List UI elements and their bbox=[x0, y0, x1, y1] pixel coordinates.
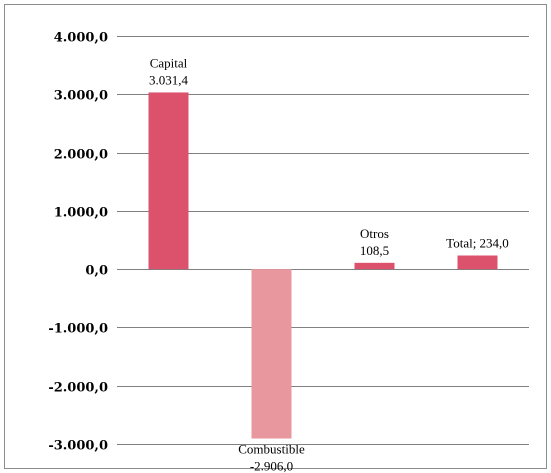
y-tick-label: 0,0 bbox=[85, 264, 108, 279]
y-tick-label: 2.000,0 bbox=[54, 148, 108, 163]
data-label: 3.031,4 bbox=[149, 72, 189, 87]
data-label: Combustible bbox=[238, 442, 305, 457]
bar-otros bbox=[354, 262, 395, 270]
data-label: 108,5 bbox=[360, 243, 389, 258]
bar-combustible bbox=[251, 269, 292, 439]
y-tick-label: 1.000,0 bbox=[54, 206, 108, 221]
data-label: Capital bbox=[150, 55, 188, 70]
data-label: -2.906,0 bbox=[250, 459, 293, 473]
y-tick-label: 3.000,0 bbox=[54, 89, 108, 104]
bar-total bbox=[457, 255, 498, 270]
bars bbox=[148, 92, 498, 439]
data-labels: Capital 3.031,4 Combustible -2.906,0 Otros 10… bbox=[149, 55, 509, 473]
data-label: Otros bbox=[360, 226, 389, 241]
y-axis-tick-labels: 4.000,0 3.000,0 2.000,0 1.000,0 0,0 -1.000,0 -… bbox=[48, 31, 108, 454]
y-tick-label: 4.000,0 bbox=[54, 31, 108, 46]
y-tick-label: -2.000,0 bbox=[48, 381, 108, 396]
y-tick-label: -3.000,0 bbox=[48, 439, 108, 454]
y-tick-label: -1.000,0 bbox=[48, 322, 108, 337]
bar-capital bbox=[148, 92, 189, 270]
data-label: Total; 234,0 bbox=[446, 236, 509, 251]
